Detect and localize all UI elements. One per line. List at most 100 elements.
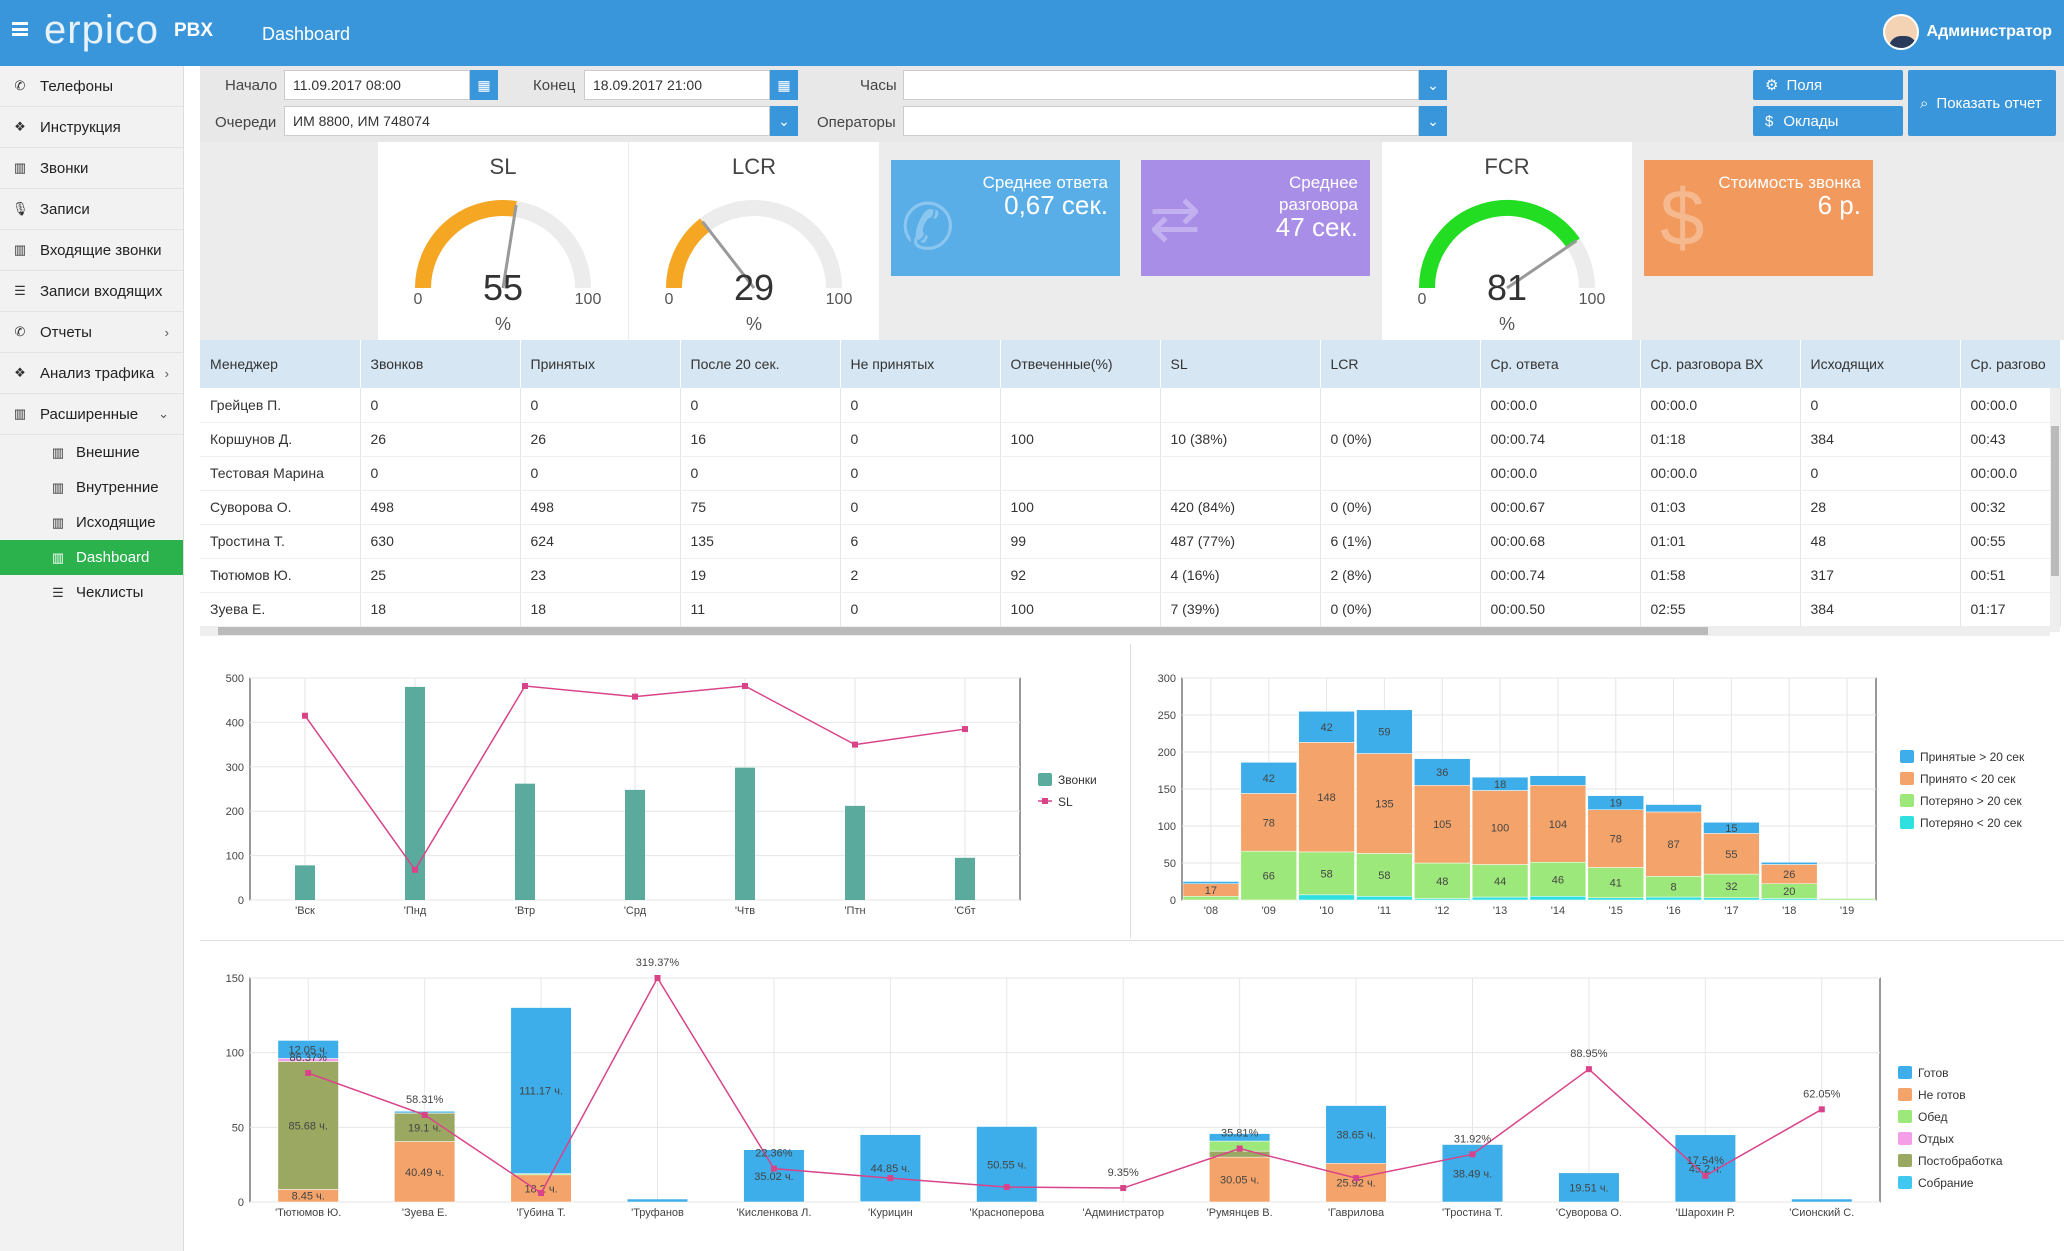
data-label: 26 bbox=[1783, 869, 1795, 881]
calendar-icon[interactable]: ▦ bbox=[470, 70, 498, 100]
stacked-bar-segment bbox=[1674, 1134, 1736, 1203]
table-row[interactable]: Грейцев П. 0 0 0 0 00:00.0 00:00.0 0 00:00.0 bbox=[200, 388, 2061, 423]
column-header[interactable]: Принятых bbox=[520, 340, 681, 388]
menu-icon[interactable] bbox=[12, 22, 28, 36]
data-label: 50.55 ч. bbox=[987, 1159, 1026, 1171]
legend-label: Звонки bbox=[1058, 773, 1097, 787]
data-label: 66 bbox=[1263, 871, 1275, 883]
y-tick-label: 200 bbox=[1158, 747, 1176, 759]
show-report-button[interactable]: ⌕ Показать отчет bbox=[1908, 70, 2056, 136]
column-header[interactable]: Исходящих bbox=[1800, 340, 1961, 388]
chevron-down-icon[interactable]: ⌄ bbox=[1419, 106, 1447, 136]
table-row[interactable]: Тростина Т. 630 624 135 6 99 487 (77%) 6 (1%) 00… bbox=[200, 524, 2061, 559]
table-cell: Тестовая Марина bbox=[200, 456, 361, 491]
column-header[interactable]: Отвеченные(%) bbox=[1000, 340, 1161, 388]
column-header[interactable]: Не принятых bbox=[840, 340, 1001, 388]
sidebar-item-label: Телефоны bbox=[40, 77, 114, 95]
line-point bbox=[538, 1190, 545, 1197]
table-cell: Зуева Е. bbox=[200, 592, 361, 627]
table-row[interactable]: Тютюмов Ю. 25 23 19 2 92 4 (16%) 2 (8%) 00:00.74… bbox=[200, 558, 2061, 593]
table-row[interactable]: Коршунов Д. 26 26 16 0 100 10 (38%) 0 (0%) 00:00… bbox=[200, 422, 2061, 457]
table-cell: 48 bbox=[1800, 524, 1961, 559]
sidebar-item[interactable]: ▥ Расширенные ⌄ bbox=[0, 394, 183, 435]
table-cell: 01:58 bbox=[1640, 558, 1801, 593]
sidebar-item[interactable]: ✆ Отчеты › bbox=[0, 312, 183, 353]
cubes-icon: ❖ bbox=[14, 119, 26, 134]
x-tick-label: 'Вск bbox=[295, 905, 315, 917]
stacked-bar-segment bbox=[510, 1007, 572, 1174]
user-menu[interactable]: Администратор bbox=[1882, 14, 2052, 50]
table-cell: 498 bbox=[360, 490, 521, 525]
hours-select[interactable] bbox=[903, 70, 1419, 100]
sidebar-subitem[interactable]: ▥ Исходящие bbox=[0, 505, 183, 540]
start-date-input[interactable]: 11.09.2017 08:00 bbox=[284, 70, 470, 100]
stacked-bar-segment bbox=[743, 1149, 805, 1203]
queues-select[interactable]: ИМ 8800, ИМ 748074 bbox=[284, 106, 770, 136]
x-tick-label: 'Губина Т. bbox=[516, 1207, 565, 1219]
legend-swatch bbox=[1900, 816, 1914, 829]
sidebar-subitem[interactable]: ▥ Внешние bbox=[0, 435, 183, 470]
sidebar-item[interactable]: ☰ Записи входящих bbox=[0, 271, 183, 312]
gauge-max: 100 bbox=[575, 291, 602, 308]
column-header[interactable]: Менеджер bbox=[200, 340, 361, 388]
table-cell: 0 bbox=[840, 388, 1001, 423]
phone-icon: ✆ bbox=[14, 324, 26, 339]
stacked-bar-segment bbox=[1703, 897, 1760, 901]
chevron-icon: › bbox=[164, 365, 169, 381]
column-header[interactable]: Ср. ответа bbox=[1480, 340, 1641, 388]
table-cell: 00:00.0 bbox=[1480, 456, 1641, 491]
fields-button[interactable]: ⚙ Поля bbox=[1753, 70, 1903, 100]
chevron-down-icon[interactable]: ⌄ bbox=[770, 106, 798, 136]
gauge-unit: % bbox=[495, 314, 511, 334]
tile-label: Среднее ответа bbox=[982, 173, 1108, 192]
vertical-scrollbar[interactable] bbox=[2050, 388, 2060, 632]
sidebar-item[interactable]: ❖ Инструкция bbox=[0, 107, 183, 148]
sidebar-item[interactable]: ▥ Звонки bbox=[0, 148, 183, 189]
x-tick-label: 'Шарохин Р. bbox=[1676, 1207, 1736, 1219]
bar bbox=[295, 865, 315, 900]
operators-chart: 0 50 100 150 'Тютюмов Ю. 'Зуева Е. 'Губина Т. '… bbox=[226, 957, 2003, 1219]
stacked-bar-segment bbox=[1471, 864, 1529, 898]
sidebar-subitem[interactable]: ☰ Чеклисты bbox=[0, 575, 183, 610]
stacked-bar-segment bbox=[1818, 898, 1876, 901]
sidebar-item[interactable]: ❖ Анализ трафика › bbox=[0, 353, 183, 394]
stacked-bar-segment bbox=[1529, 862, 1587, 897]
y-tick-label: 0 bbox=[238, 895, 244, 907]
sidebar-item[interactable]: 🎙 Записи bbox=[0, 189, 183, 230]
calendar-icon[interactable]: ▦ bbox=[770, 70, 798, 100]
search-icon: ⌕ bbox=[1920, 94, 1929, 112]
stacked-bar-segment bbox=[1240, 793, 1297, 852]
end-date-input[interactable]: 18.09.2017 21:00 bbox=[584, 70, 770, 100]
column-header[interactable]: После 20 сек. bbox=[680, 340, 841, 388]
legend-swatch bbox=[1898, 1132, 1912, 1145]
stacked-bar-segment bbox=[1298, 742, 1355, 853]
sidebar-item[interactable]: ✆ Телефоны bbox=[0, 66, 183, 107]
table-cell: 00:51 bbox=[1960, 558, 2061, 593]
sidebar-subitem[interactable]: ▥ Внутренние bbox=[0, 470, 183, 505]
column-header[interactable]: SL bbox=[1160, 340, 1321, 388]
horizontal-scrollbar[interactable] bbox=[200, 626, 2050, 636]
sidebar-item-label: Звонки bbox=[40, 159, 89, 177]
filter-panel: Начало 11.09.2017 08:00 ▦ Конец 18.09.20… bbox=[200, 66, 2064, 142]
table-row[interactable]: Суворова О. 498 498 75 0 100 420 (84%) 0 (0%) 00… bbox=[200, 490, 2061, 525]
sidebar-item-label: Dashboard bbox=[76, 549, 150, 566]
gauge-needle bbox=[501, 204, 518, 289]
column-header[interactable]: Звонков bbox=[360, 340, 521, 388]
column-header[interactable]: Ср. разгово bbox=[1960, 340, 2061, 388]
line-point bbox=[1469, 1151, 1476, 1158]
sidebar-item[interactable]: ▥ Входящие звонки bbox=[0, 230, 183, 271]
sidebar-item-label: Чеклисты bbox=[76, 584, 144, 601]
sidebar-subitem[interactable]: ▥ Dashboard bbox=[0, 540, 183, 575]
column-header[interactable]: LCR bbox=[1320, 340, 1481, 388]
salary-button[interactable]: $ Оклады bbox=[1753, 106, 1903, 136]
column-header[interactable]: Ср. разговора ВХ bbox=[1640, 340, 1801, 388]
legend-swatch bbox=[1900, 750, 1914, 763]
table-cell: 100 bbox=[1000, 422, 1161, 457]
end-label: Конец bbox=[533, 77, 576, 94]
chevron-down-icon[interactable]: ⌄ bbox=[1419, 70, 1447, 100]
x-tick-label: '17 bbox=[1724, 905, 1738, 917]
table-row[interactable]: Тестовая Марина 0 0 0 0 00:00.0 00:00.0 0 00:00.… bbox=[200, 456, 2061, 491]
microphone-icon: 🎙 bbox=[12, 201, 29, 216]
operators-select[interactable] bbox=[903, 106, 1419, 136]
table-row[interactable]: Зуева Е. 18 18 11 0 100 7 (39%) 0 (0%) 00:00.50 0… bbox=[200, 592, 2061, 627]
